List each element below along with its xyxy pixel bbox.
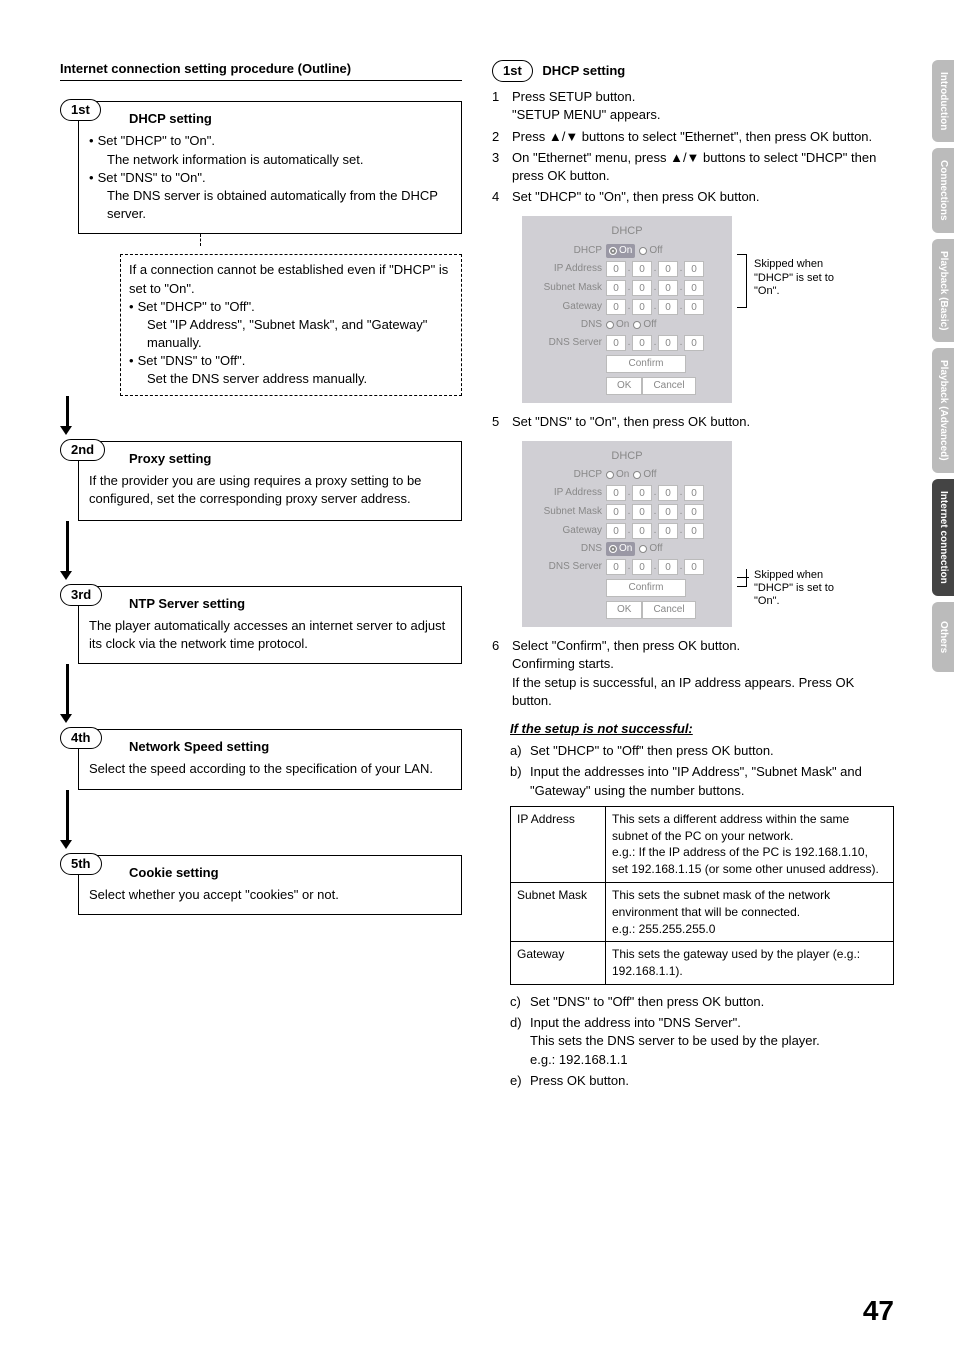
p2-ip-label: IP Address bbox=[532, 486, 602, 500]
p2-dns-off[interactable]: Off bbox=[639, 542, 662, 556]
p2-skip-note: Skipped when "DHCP" is set to "On". bbox=[754, 569, 844, 609]
p2-gateway-label: Gateway bbox=[532, 524, 602, 538]
badge-4th: 4th bbox=[60, 727, 102, 749]
badge-2nd: 2nd bbox=[60, 439, 105, 461]
tab-playback-advanced[interactable]: Playback (Advanced) bbox=[932, 348, 954, 473]
r-n6: Select "Confirm", then press OK button. bbox=[512, 638, 740, 653]
p2-dhcp-off[interactable]: Off bbox=[633, 468, 656, 482]
dashed-intro: If a connection cannot be established ev… bbox=[129, 261, 453, 297]
dashed-b1-sub: Set "IP Address", "Subnet Mask", and "Ga… bbox=[129, 316, 453, 352]
side-tabs: Introduction Connections Playback (Basic… bbox=[932, 60, 954, 672]
p1-dns-on[interactable]: On bbox=[606, 318, 629, 332]
r-n1b: "SETUP MENU" appears. bbox=[512, 107, 660, 122]
badge-3rd: 3rd bbox=[60, 584, 102, 606]
tab-internet-connection[interactable]: Internet connection bbox=[932, 479, 954, 596]
step4-title: Network Speed setting bbox=[129, 738, 451, 756]
p1-ip[interactable]: 0.0.0.0 bbox=[606, 261, 704, 277]
r-n2: Press ▲/▼ buttons to select "Ethernet", … bbox=[512, 128, 872, 146]
tab-playback-basic[interactable]: Playback (Basic) bbox=[932, 239, 954, 343]
tbl-gw-l: Gateway bbox=[511, 942, 606, 985]
p1-gateway[interactable]: 0.0.0.0 bbox=[606, 299, 704, 315]
p2-ok[interactable]: OK bbox=[606, 601, 642, 619]
step4-body: Select the speed according to the specif… bbox=[89, 760, 451, 778]
p1-ok[interactable]: OK bbox=[606, 377, 642, 395]
page-number: 47 bbox=[863, 1291, 894, 1330]
r-badge-1st: 1st bbox=[492, 60, 533, 82]
r-n4: Set "DHCP" to "On", then press OK button… bbox=[512, 188, 760, 206]
r-n3: On "Ethernet" menu, press ▲/▼ buttons to… bbox=[512, 149, 894, 185]
tbl-sn-l: Subnet Mask bbox=[511, 882, 606, 941]
outline-title: Internet connection setting procedure (O… bbox=[60, 60, 462, 81]
step1-bullet2: Set "DNS" to "On". bbox=[98, 169, 206, 187]
dashed-b2: Set "DNS" to "Off". bbox=[138, 352, 246, 370]
step2-body: If the provider you are using requires a… bbox=[89, 472, 451, 508]
step5-title: Cookie setting bbox=[129, 864, 451, 882]
dhcp-panel-1: DHCP DHCP On Off IP Address 0.0.0.0 Subne… bbox=[522, 216, 842, 402]
step2-title: Proxy setting bbox=[129, 450, 451, 468]
p2-gateway[interactable]: 0.0.0.0 bbox=[606, 523, 704, 539]
p2-subnet[interactable]: 0.0.0.0 bbox=[606, 504, 704, 520]
p2-subnet-label: Subnet Mask bbox=[532, 505, 602, 519]
trouble-d3: e.g.: 192.168.1.1 bbox=[530, 1052, 628, 1067]
r-n1: Press SETUP button. bbox=[512, 89, 635, 104]
step3-body: The player automatically accesses an int… bbox=[89, 617, 451, 653]
tbl-ip-r: This sets a different address within the… bbox=[606, 806, 894, 882]
dhcp-panel-2: DHCP DHCP On Off IP Address 0.0.0.0 Subne… bbox=[522, 441, 842, 627]
trouble-b: Input the addresses into "IP Address", "… bbox=[530, 763, 894, 799]
tbl-gw-r: This sets the gateway used by the player… bbox=[606, 942, 894, 985]
badge-5th: 5th bbox=[60, 853, 102, 875]
p2-confirm[interactable]: Confirm bbox=[606, 579, 686, 597]
trouble-d2: This sets the DNS server to be used by t… bbox=[530, 1033, 820, 1048]
p1-cancel[interactable]: Cancel bbox=[642, 377, 695, 395]
tab-others[interactable]: Others bbox=[932, 602, 954, 672]
r-n6c: If the setup is successful, an IP addres… bbox=[512, 675, 854, 708]
p1-dhcp-label: DHCP bbox=[532, 244, 602, 258]
p2-dhcp-on[interactable]: On bbox=[606, 468, 629, 482]
r-step1-title: DHCP setting bbox=[542, 63, 625, 78]
trouble-d: Input the address into "DNS Server". bbox=[530, 1015, 741, 1030]
p1-dnsserver-label: DNS Server bbox=[532, 336, 602, 350]
p2-dnsserver[interactable]: 0.0.0.0 bbox=[606, 559, 704, 575]
tab-introduction[interactable]: Introduction bbox=[932, 60, 954, 142]
p2-dns-label: DNS bbox=[532, 542, 602, 556]
p1-dhcp-off[interactable]: Off bbox=[639, 244, 662, 258]
p2-dhcp-label: DHCP bbox=[532, 468, 602, 482]
p1-gateway-label: Gateway bbox=[532, 300, 602, 314]
p2-ip[interactable]: 0.0.0.0 bbox=[606, 485, 704, 501]
p2-dnsserver-label: DNS Server bbox=[532, 560, 602, 574]
trouble-a: Set "DHCP" to "Off" then press OK button… bbox=[530, 742, 774, 760]
panel2-title: DHCP bbox=[532, 449, 722, 464]
step1-title: DHCP setting bbox=[129, 110, 451, 128]
p2-cancel[interactable]: Cancel bbox=[642, 601, 695, 619]
panel1-title: DHCP bbox=[532, 224, 722, 239]
dashed-box: If a connection cannot be established ev… bbox=[120, 254, 462, 395]
p1-subnet[interactable]: 0.0.0.0 bbox=[606, 280, 704, 296]
p1-subnet-label: Subnet Mask bbox=[532, 281, 602, 295]
p1-dns-off[interactable]: Off bbox=[633, 318, 656, 332]
p1-confirm[interactable]: Confirm bbox=[606, 355, 686, 373]
r-n6b: Confirming starts. bbox=[512, 656, 614, 671]
step1-bullet1: Set "DHCP" to "On". bbox=[98, 132, 215, 150]
tbl-ip-l: IP Address bbox=[511, 806, 606, 882]
p1-skip-note: Skipped when "DHCP" is set to "On". bbox=[754, 258, 844, 298]
dashed-b1: Set "DHCP" to "Off". bbox=[138, 298, 255, 316]
badge-1st: 1st bbox=[60, 99, 101, 121]
trouble-e: Press OK button. bbox=[530, 1072, 629, 1090]
tbl-sn-r: This sets the subnet mask of the network… bbox=[606, 882, 894, 941]
dashed-b2-sub: Set the DNS server address manually. bbox=[129, 370, 453, 388]
step1-bullet1-sub: The network information is automatically… bbox=[89, 151, 451, 169]
step1-bullet2-sub: The DNS server is obtained automatically… bbox=[89, 187, 451, 223]
p1-dns-label: DNS bbox=[532, 318, 602, 332]
tab-connections[interactable]: Connections bbox=[932, 148, 954, 233]
step5-body: Select whether you accept "cookies" or n… bbox=[89, 886, 451, 904]
p1-ip-label: IP Address bbox=[532, 262, 602, 276]
address-table: IP AddressThis sets a different address … bbox=[510, 806, 894, 985]
r-n5: Set "DNS" to "On", then press OK button. bbox=[512, 413, 750, 431]
step3-title: NTP Server setting bbox=[129, 595, 451, 613]
p1-dhcp-on[interactable]: On bbox=[606, 244, 635, 258]
p2-dns-on[interactable]: On bbox=[606, 542, 635, 556]
trouble-title: If the setup is not successful: bbox=[510, 720, 894, 738]
trouble-c: Set "DNS" to "Off" then press OK button. bbox=[530, 993, 764, 1011]
p1-dnsserver[interactable]: 0.0.0.0 bbox=[606, 335, 704, 351]
